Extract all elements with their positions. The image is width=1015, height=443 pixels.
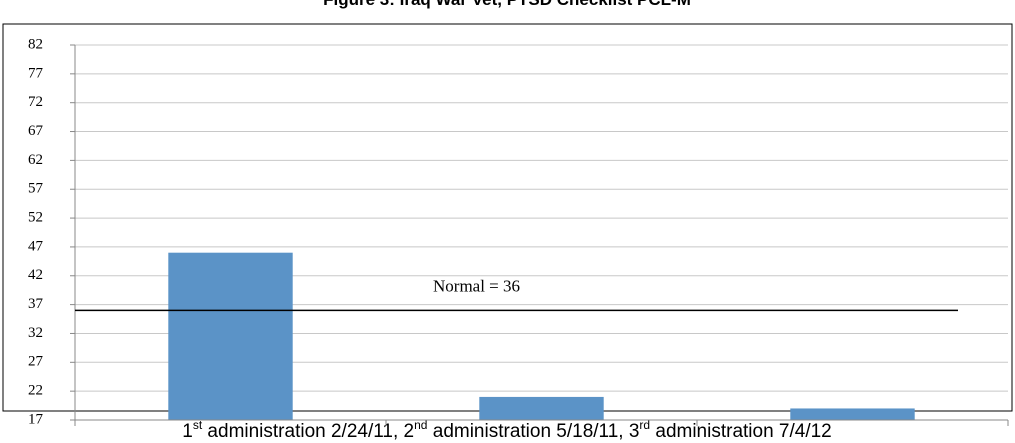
chart-frame — [2, 23, 1013, 412]
y-tick-label: 57 — [28, 181, 44, 197]
y-tick-label: 77 — [28, 65, 44, 81]
y-tick-label: 72 — [28, 94, 43, 110]
x-label-superscript: rd — [639, 418, 650, 432]
y-tick-label: 52 — [28, 210, 43, 226]
x-label-superscript: st — [193, 418, 203, 432]
x-label-text: 1 — [182, 421, 193, 442]
y-tick-label: 32 — [28, 325, 43, 341]
y-tick-label: 22 — [28, 383, 43, 399]
bar — [479, 396, 604, 420]
x-label-text: administration 7/4/12 — [650, 421, 832, 442]
reference-label: Normal = 36 — [433, 276, 520, 295]
x-label-text: administration 5/18/11, 3 — [427, 421, 639, 442]
x-label-text: administration 2/24/11, 2 — [202, 421, 414, 442]
y-tick-label: 67 — [28, 123, 44, 139]
bar — [790, 408, 915, 420]
chart-title: Figure 3: Iraq War Vet, PTSD Checklist P… — [323, 0, 691, 9]
y-tick-label: 17 — [28, 411, 44, 427]
y-tick-label: 62 — [28, 152, 43, 168]
x-axis-label: 1st administration 2/24/11, 2nd administ… — [182, 418, 832, 442]
y-tick-label: 37 — [28, 296, 44, 312]
x-label-superscript: nd — [414, 418, 427, 432]
y-tick-label: 27 — [28, 354, 44, 370]
y-tick-label: 47 — [28, 238, 44, 254]
y-tick-label: 42 — [28, 267, 43, 283]
bar — [168, 252, 293, 420]
y-tick-label: 82 — [28, 36, 43, 52]
